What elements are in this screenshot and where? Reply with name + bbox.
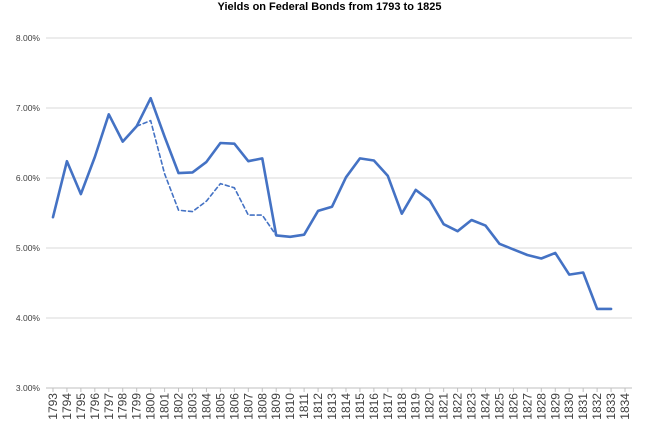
- y-tick-label: 8.00%: [16, 33, 41, 43]
- series-line-solid: [51, 96, 613, 311]
- chart-title: Yields on Federal Bonds from 1793 to 182…: [217, 1, 442, 13]
- x-tick-label: 1821: [437, 393, 451, 420]
- y-tick-label: 4.00%: [16, 313, 41, 323]
- x-tick-label: 1815: [353, 393, 367, 420]
- x-tick-label: 1810: [283, 393, 297, 420]
- x-tick-label: 1832: [590, 393, 604, 420]
- x-tick-label: 1793: [46, 393, 60, 420]
- x-tick-label: 1828: [534, 393, 548, 420]
- x-tick-label: 1799: [130, 393, 144, 420]
- x-tick-label: 1809: [269, 393, 283, 420]
- x-tick-label: 1814: [339, 393, 353, 420]
- x-tick-label: 1816: [367, 393, 381, 420]
- x-tick-label: 1805: [213, 393, 227, 420]
- x-tick-label: 1807: [241, 393, 255, 420]
- y-tick-label: 5.00%: [16, 243, 41, 253]
- x-tick-label: 1818: [395, 393, 409, 420]
- y-tick-label: 7.00%: [16, 103, 41, 113]
- x-tick-label: 1808: [255, 393, 269, 420]
- x-tick-label: 1802: [172, 393, 186, 420]
- y-tick-label: 6.00%: [16, 173, 41, 183]
- x-tick-label: 1822: [451, 393, 465, 420]
- x-tick-label: 1804: [199, 393, 213, 420]
- x-tick-label: 1803: [186, 393, 200, 420]
- x-tick-label: 1824: [479, 393, 493, 420]
- x-tick-label: 1813: [325, 393, 339, 420]
- x-tick-label: 1794: [60, 393, 74, 420]
- x-tick-label: 1812: [311, 393, 325, 420]
- x-tick-label: 1800: [144, 393, 158, 420]
- x-tick-label: 1797: [102, 393, 116, 420]
- y-tick-label: 3.00%: [16, 383, 41, 393]
- x-tick-label: 1795: [74, 393, 88, 420]
- x-tick-label: 1819: [409, 393, 423, 420]
- x-tick-label: 1834: [618, 393, 632, 420]
- x-tick-label: 1830: [562, 393, 576, 420]
- x-tick-label: 1827: [520, 393, 534, 420]
- x-tick-label: 1796: [88, 393, 102, 420]
- x-tick-label: 1826: [506, 393, 520, 420]
- x-tick-label: 1801: [158, 393, 172, 420]
- x-tick-label: 1806: [227, 393, 241, 420]
- x-tick-label: 1825: [492, 393, 506, 420]
- x-tick-label: 1831: [576, 393, 590, 420]
- x-tick-label: 1817: [381, 393, 395, 420]
- x-tick-label: 1833: [604, 393, 618, 420]
- x-tick-label: 1798: [116, 393, 130, 420]
- x-tick-label: 1811: [297, 393, 311, 419]
- x-tick-label: 1829: [548, 393, 562, 420]
- series-line-dashed: [135, 119, 278, 237]
- x-tick-label: 1823: [465, 393, 479, 420]
- x-tick-label: 1820: [423, 393, 437, 420]
